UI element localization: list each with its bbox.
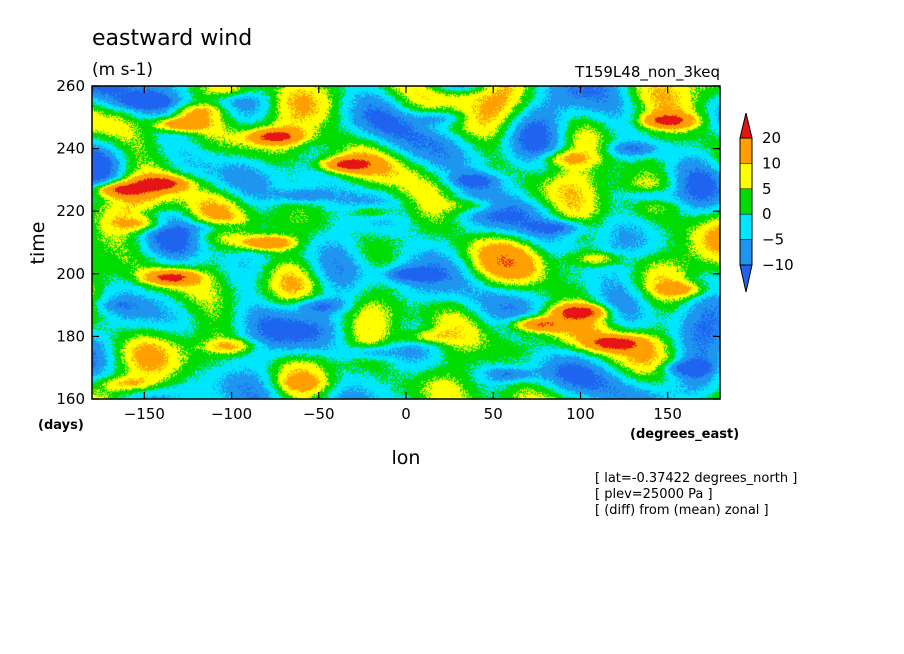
colorbar-label: 10: [762, 154, 781, 172]
colorbar-label: 20: [762, 129, 781, 147]
x-axis-title: lon: [392, 447, 421, 469]
x-tick-label: −50: [303, 405, 335, 423]
colorbar-bottom-arrow: [739, 264, 753, 293]
colorbar-label: 5: [762, 180, 772, 198]
colorbar-label: −10: [762, 256, 794, 274]
y-tick-label: 220: [56, 202, 85, 220]
experiment-label: T159L48_non_3keq: [574, 63, 720, 82]
colorbar-segment: [739, 163, 753, 190]
colorbar-segment: [739, 137, 753, 164]
colorbar-segment: [739, 239, 753, 266]
y-axis-title: time: [27, 222, 49, 265]
x-tick-label: 100: [566, 405, 595, 423]
x-tick-label: 150: [653, 405, 682, 423]
colorbar-label: 0: [762, 205, 772, 223]
colorbar-top-arrow: [739, 112, 753, 139]
annotation-notes: [ lat=-0.37422 degrees_north ] [ plev=25…: [595, 471, 797, 518]
colorbar-segment: [739, 188, 753, 215]
x-tick-label: −100: [211, 405, 252, 423]
chart-title: eastward wind: [92, 26, 252, 51]
note-latitude: [ lat=-0.37422 degrees_north ]: [595, 471, 797, 486]
colorbar-frame: [739, 137, 753, 266]
y-axis: 160 180 200 220 240 260: [56, 77, 720, 408]
note-diff: [ (diff) from (mean) zonal ]: [595, 503, 769, 518]
x-unit-label: (degrees_east): [630, 427, 739, 442]
y-tick-label: 240: [56, 140, 85, 158]
y-unit-label: (days): [38, 418, 84, 433]
colorbar: 20 10 5 0 −5 −10: [739, 112, 794, 293]
wind-field: [92, 86, 720, 399]
x-tick-label: 50: [484, 405, 503, 423]
y-tick-label: 260: [56, 77, 85, 95]
colorbar-segment: [739, 213, 753, 240]
colorbar-label: −5: [762, 231, 784, 249]
x-tick-label: −150: [124, 405, 165, 423]
x-axis: −150 −100 −50 0 50 100 150: [124, 86, 682, 423]
x-tick-label: 0: [401, 405, 411, 423]
note-pressure-level: [ plev=25000 Pa ]: [595, 487, 713, 502]
wind-field-raster: [92, 86, 720, 399]
plot-area: [91, 85, 721, 400]
chart-units: (m s-1): [92, 60, 153, 80]
y-tick-label: 180: [56, 327, 85, 345]
y-tick-label: 200: [56, 265, 85, 283]
y-tick-label: 160: [56, 390, 85, 408]
